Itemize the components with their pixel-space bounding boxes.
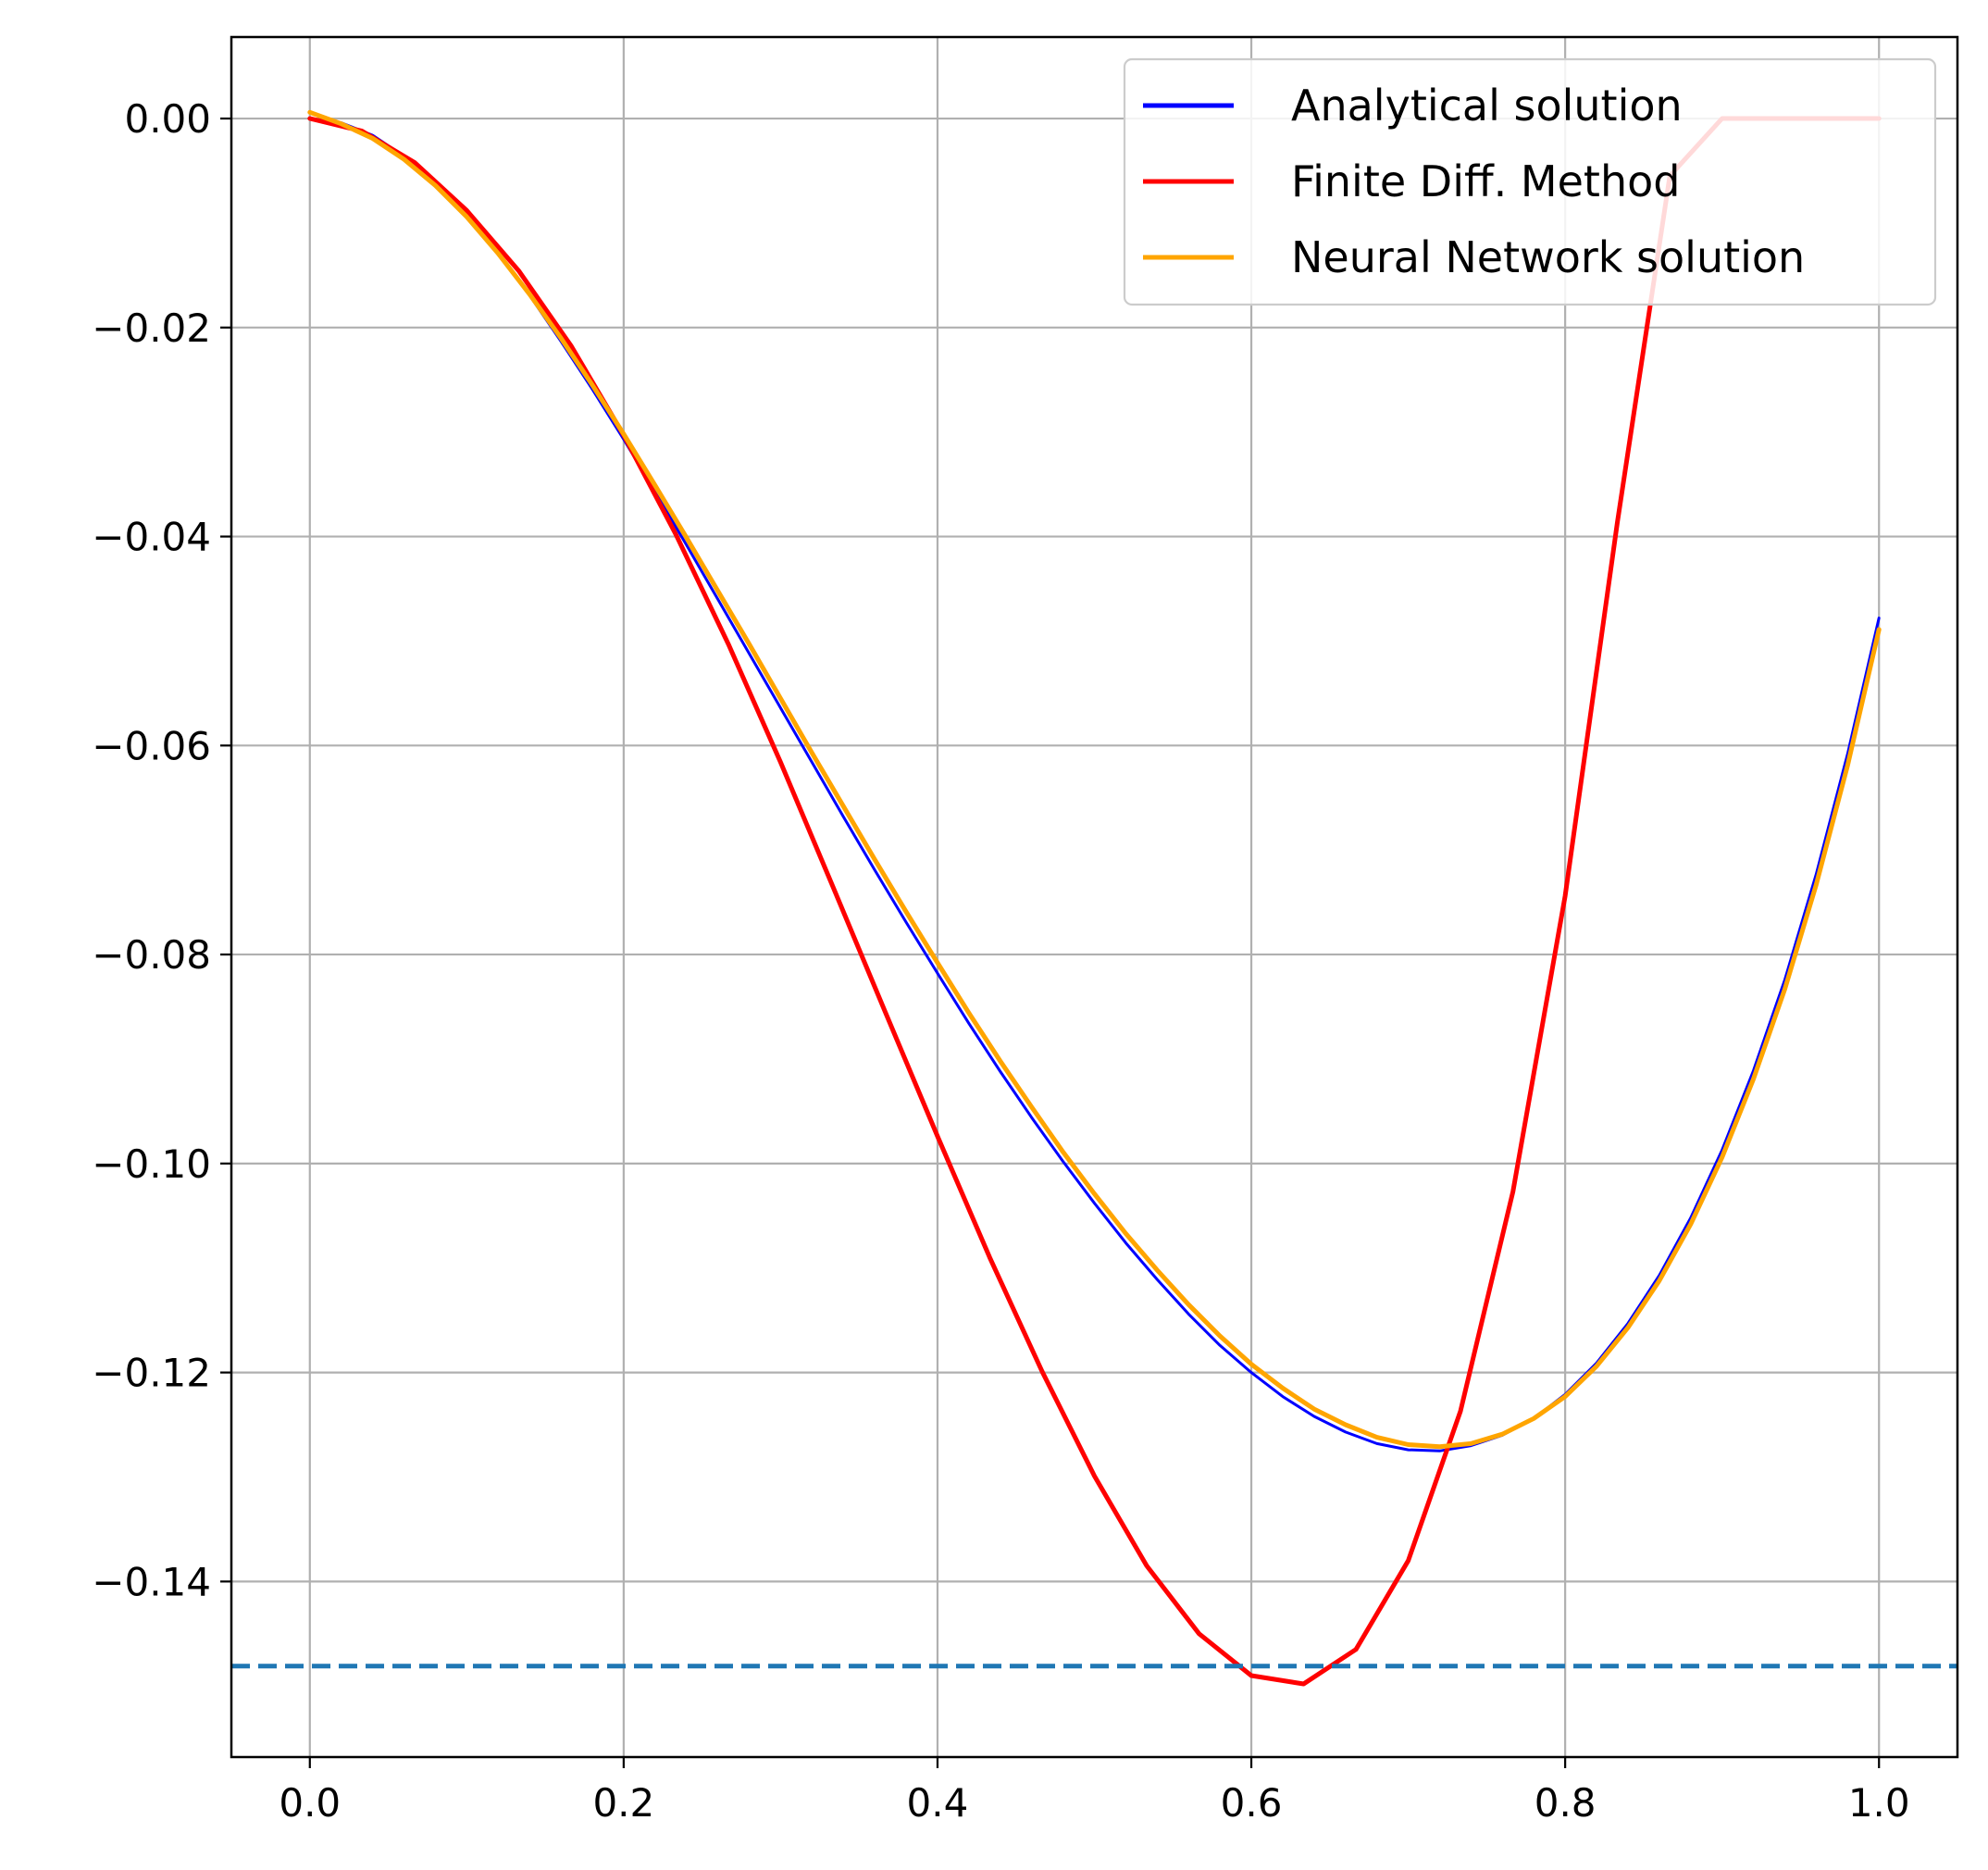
x-tick-label: 1.0 [1848,1780,1910,1826]
x-tick-label: 0.4 [907,1780,969,1826]
legend-label: Neural Network solution [1291,232,1805,282]
y-tick-label: −0.14 [92,1559,211,1604]
x-tick-label: 0.2 [592,1780,654,1826]
series-line-3 [307,109,1882,1450]
legend-box [1123,57,1937,306]
x-tick-label: 0.8 [1534,1780,1597,1826]
axis-ticks: 0.0 0.2 0.4 0.6 0.8 1.0 0.00 −0.02 −0.04 −0.06 −0.… [92,96,1909,1826]
legend-label: Analytical solution [1291,81,1683,131]
y-tick-label: −0.02 [92,305,211,351]
plot-area [307,109,1882,1687]
axes-frame [230,35,1959,1759]
series-line-2 [307,116,1882,1687]
y-tick-label: −0.06 [92,723,211,768]
y-tick-label: 0.00 [124,96,211,142]
y-tick-label: −0.04 [92,515,211,560]
y-tick-label: −0.12 [92,1351,211,1396]
legend: Analytical solution Finite Diff. Method Ne… [1123,57,1937,306]
x-tick-label: 0.0 [279,1780,341,1826]
grid-lines [231,37,1957,1757]
legend-label: Finite Diff. Method [1291,156,1680,206]
y-tick-label: −0.10 [92,1141,211,1187]
y-tick-label: −0.08 [92,932,211,978]
x-tick-label: 0.6 [1221,1780,1283,1826]
